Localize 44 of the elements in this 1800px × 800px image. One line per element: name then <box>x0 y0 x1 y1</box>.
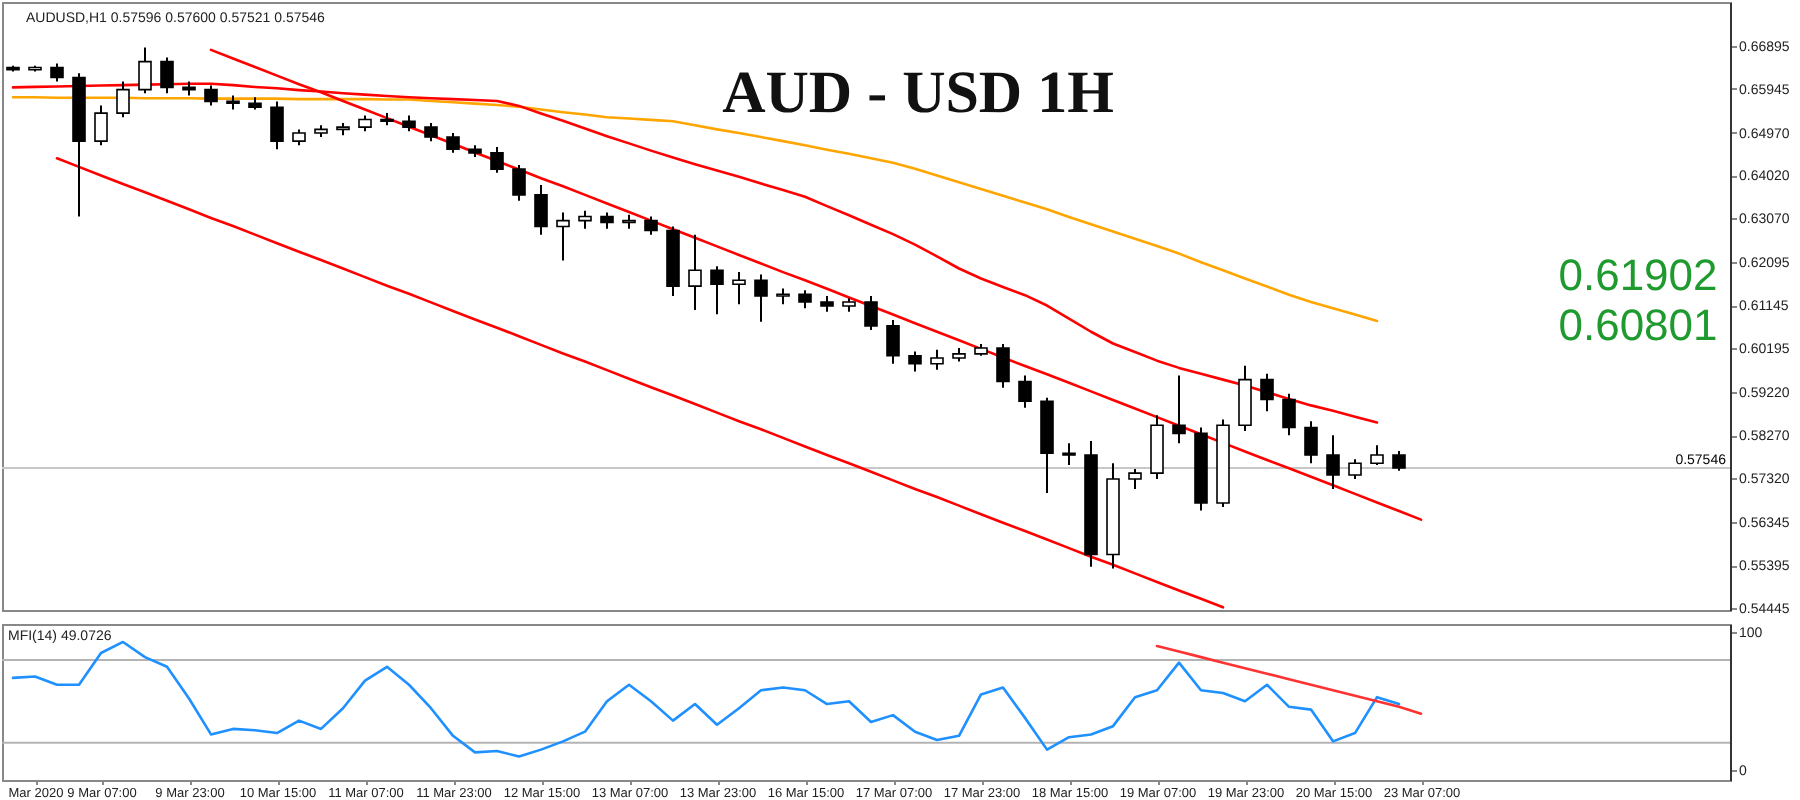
candlestick <box>1238 364 1252 433</box>
candlestick <box>204 84 218 107</box>
candlestick <box>138 46 152 95</box>
candlestick <box>908 350 922 373</box>
candlestick <box>116 80 130 119</box>
candlestick <box>754 273 768 323</box>
candlestick <box>578 209 592 230</box>
line-series <box>1155 644 1423 716</box>
candlestick <box>1150 414 1164 480</box>
candlestick <box>1018 374 1032 409</box>
line-series <box>11 640 1401 758</box>
candlestick <box>864 295 878 331</box>
text: AUD - USD 1H <box>722 60 1114 126</box>
candlestick <box>710 265 724 316</box>
candlestick <box>1348 458 1362 480</box>
candlestick <box>644 215 658 236</box>
candlestick <box>490 146 504 174</box>
candlestick <box>50 62 64 83</box>
candlestick <box>1172 374 1186 445</box>
candlestick <box>688 233 702 312</box>
candlestick <box>798 289 812 310</box>
candlestick <box>556 211 570 262</box>
candlestick <box>930 348 944 371</box>
candlestick <box>1392 450 1406 472</box>
candlestick <box>886 319 900 365</box>
text: 0.61902 <box>1558 250 1718 300</box>
text: 0.60801 <box>1558 300 1718 350</box>
candlestick <box>94 104 108 147</box>
candlestick <box>446 132 460 154</box>
candlestick <box>512 164 526 202</box>
line-series <box>55 156 1225 609</box>
candlestick <box>1370 444 1384 466</box>
candlestick <box>996 342 1010 389</box>
candlestick <box>1282 392 1296 437</box>
candlestick <box>1304 420 1318 465</box>
candlestick <box>1260 372 1274 413</box>
candlestick <box>534 183 548 236</box>
candlestick <box>160 56 174 95</box>
candlestick <box>424 122 438 143</box>
candlestick <box>732 271 746 306</box>
candlestick <box>1128 468 1142 490</box>
candlestick <box>270 100 284 151</box>
candlestick <box>1062 442 1076 466</box>
candlestick <box>1326 434 1340 490</box>
